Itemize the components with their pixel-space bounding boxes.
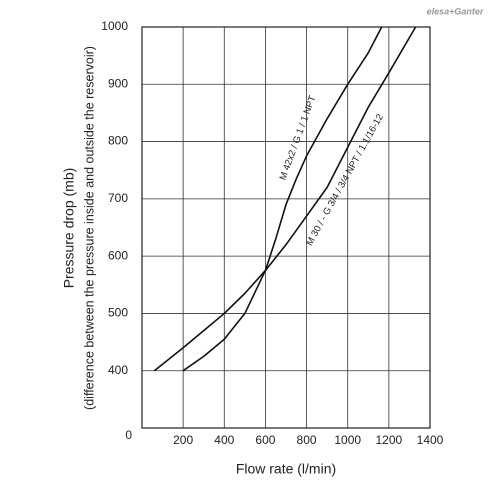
y-tick-label: 700 xyxy=(108,191,128,205)
plot-frame xyxy=(141,26,431,429)
series-line xyxy=(182,26,383,372)
x-axis-title: Flow rate (l/min) xyxy=(236,461,336,477)
x-tick-label: 1000 xyxy=(334,433,361,447)
x-tick-label: 200 xyxy=(173,433,193,447)
x-tick-label: 600 xyxy=(255,433,275,447)
series-label: M 30 / - G 3/4 / 3/4 NPT / 1.1/16-12 xyxy=(304,112,386,247)
y-tick-label: 800 xyxy=(108,134,128,148)
y-tick-label: 500 xyxy=(108,306,128,320)
y-tick-label: 600 xyxy=(108,248,128,262)
brand-logo: elesa+Ganter xyxy=(427,6,484,16)
y-tick-label: 0 xyxy=(125,428,132,442)
y-tick-label: 1000 xyxy=(101,19,128,33)
y-axis-subtitle: (difference between the pressure inside … xyxy=(82,46,96,410)
x-tick-label: 800 xyxy=(297,433,317,447)
series-line xyxy=(153,26,417,372)
x-tick-label: 400 xyxy=(214,433,234,447)
y-tick-label: 900 xyxy=(108,76,128,90)
y-axis-title: Pressure drop (mb) xyxy=(61,168,77,289)
x-tick-label: 1400 xyxy=(417,433,444,447)
series-label: M 42x2 / G 1 / 1 NPT xyxy=(278,94,319,182)
x-tick-label: 1200 xyxy=(376,433,403,447)
y-tick-label: 400 xyxy=(108,363,128,377)
